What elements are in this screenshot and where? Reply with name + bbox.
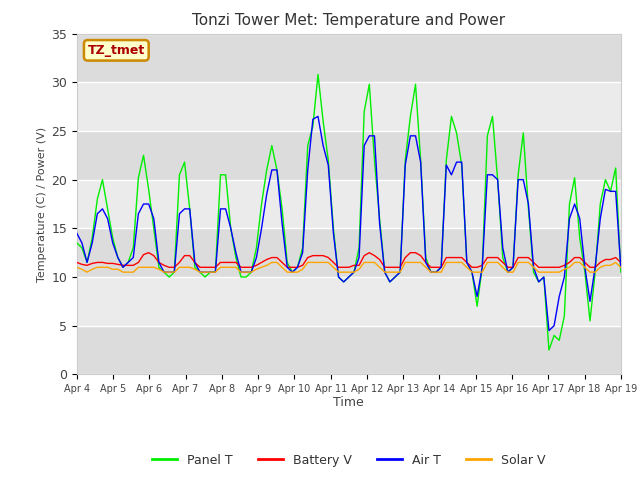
Panel T <box>489 113 497 119</box>
Bar <box>77 180 621 228</box>
Panel T <box>463 260 470 265</box>
Solar V <box>617 264 625 270</box>
Y-axis label: Temperature (C) / Power (V): Temperature (C) / Power (V) <box>37 126 47 282</box>
Solar V <box>468 269 476 275</box>
Air T <box>73 230 81 236</box>
Bar <box>77 326 621 374</box>
Title: Tonzi Tower Met: Temperature and Power: Tonzi Tower Met: Temperature and Power <box>192 13 506 28</box>
Line: Battery V: Battery V <box>77 252 621 267</box>
Bar <box>77 277 621 326</box>
Battery V <box>468 264 476 270</box>
Air T <box>237 269 245 275</box>
Battery V <box>566 260 573 265</box>
Panel T <box>566 201 573 207</box>
Panel T <box>237 274 245 280</box>
Panel T <box>545 347 553 353</box>
Air T <box>617 264 625 270</box>
Line: Solar V: Solar V <box>77 263 621 272</box>
Air T <box>314 113 322 119</box>
Solar V <box>566 264 573 270</box>
Air T <box>566 216 573 221</box>
Battery V <box>617 260 625 265</box>
Solar V <box>520 260 527 265</box>
Text: TZ_tmet: TZ_tmet <box>88 44 145 57</box>
Panel T <box>617 269 625 275</box>
Panel T <box>73 240 81 246</box>
Battery V <box>73 260 81 265</box>
Solar V <box>73 264 81 270</box>
Battery V <box>248 264 255 270</box>
Air T <box>463 260 470 265</box>
Solar V <box>591 269 599 275</box>
Air T <box>545 328 553 334</box>
Air T <box>489 172 497 178</box>
Solar V <box>268 260 276 265</box>
X-axis label: Time: Time <box>333 396 364 408</box>
Battery V <box>145 250 152 255</box>
Panel T <box>591 269 599 275</box>
Panel T <box>515 172 522 178</box>
Bar <box>77 228 621 277</box>
Line: Panel T: Panel T <box>77 74 621 350</box>
Line: Air T: Air T <box>77 116 621 331</box>
Battery V <box>165 264 173 270</box>
Solar V <box>83 269 91 275</box>
Battery V <box>520 255 527 261</box>
Battery V <box>591 264 599 270</box>
Air T <box>515 177 522 182</box>
Solar V <box>243 269 250 275</box>
Solar V <box>494 260 502 265</box>
Panel T <box>314 72 322 77</box>
Bar <box>77 131 621 180</box>
Bar <box>77 34 621 82</box>
Legend: Panel T, Battery V, Air T, Solar V: Panel T, Battery V, Air T, Solar V <box>147 449 550 472</box>
Battery V <box>494 255 502 261</box>
Air T <box>591 264 599 270</box>
Bar <box>77 82 621 131</box>
